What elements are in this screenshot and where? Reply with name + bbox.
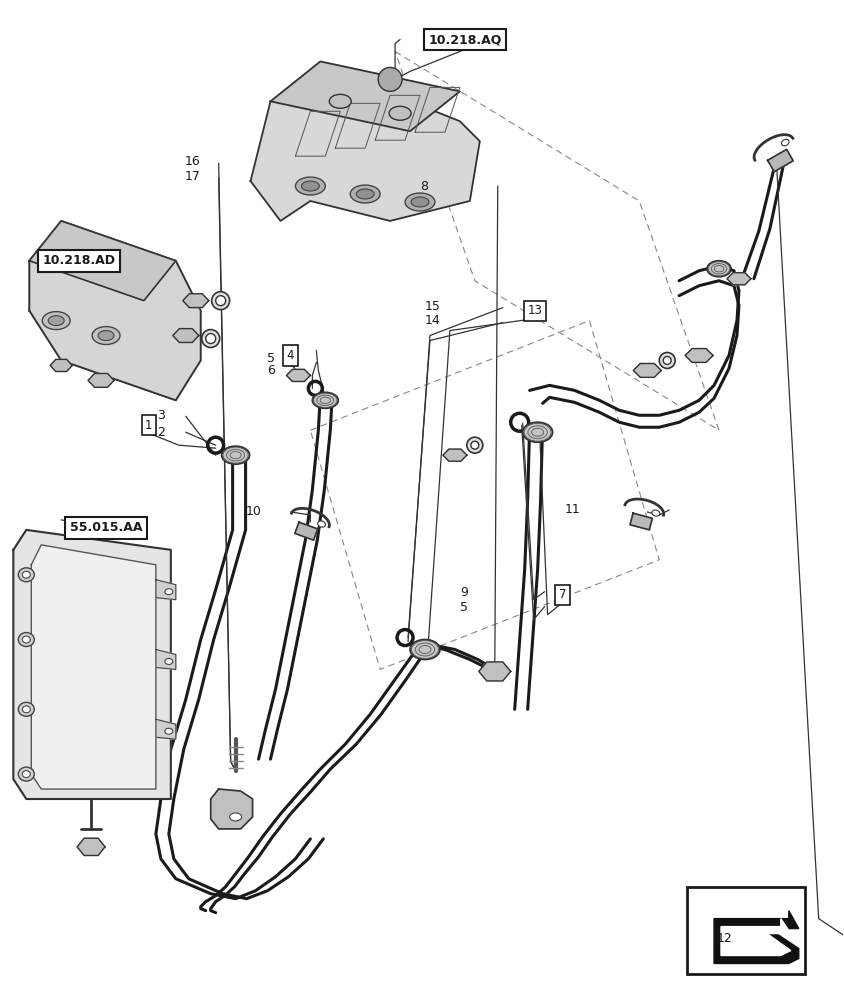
Ellipse shape (42, 312, 70, 330)
Ellipse shape (411, 197, 429, 207)
Text: 17: 17 (185, 170, 201, 183)
Ellipse shape (405, 193, 435, 211)
Ellipse shape (165, 658, 173, 664)
Ellipse shape (652, 510, 660, 516)
Text: 16: 16 (185, 155, 201, 168)
Text: 5: 5 (268, 352, 275, 365)
Ellipse shape (707, 261, 731, 277)
Polygon shape (173, 329, 198, 342)
Polygon shape (727, 273, 751, 285)
Polygon shape (630, 513, 652, 530)
Text: 7: 7 (559, 588, 566, 601)
Ellipse shape (19, 633, 35, 647)
Circle shape (471, 441, 479, 449)
Ellipse shape (350, 185, 380, 203)
Text: 10.218.AQ: 10.218.AQ (428, 33, 501, 46)
Text: 5: 5 (460, 601, 468, 614)
Ellipse shape (22, 771, 30, 778)
Text: 12: 12 (717, 932, 733, 945)
Polygon shape (270, 61, 460, 131)
Polygon shape (77, 838, 105, 855)
Polygon shape (30, 221, 176, 301)
Circle shape (467, 437, 483, 453)
Text: 13: 13 (528, 304, 542, 317)
Ellipse shape (389, 106, 411, 120)
Polygon shape (51, 359, 72, 371)
Ellipse shape (312, 392, 338, 408)
Ellipse shape (19, 702, 35, 716)
Ellipse shape (356, 189, 374, 199)
Ellipse shape (19, 767, 35, 781)
Circle shape (659, 352, 675, 368)
Polygon shape (156, 580, 176, 600)
Circle shape (663, 356, 671, 364)
Polygon shape (183, 294, 208, 308)
Polygon shape (31, 545, 156, 789)
Text: 15: 15 (425, 300, 441, 313)
Polygon shape (295, 522, 317, 540)
Ellipse shape (22, 571, 30, 578)
Ellipse shape (92, 327, 120, 345)
Ellipse shape (329, 94, 351, 108)
Ellipse shape (222, 446, 250, 464)
Polygon shape (768, 149, 793, 172)
Text: 1: 1 (145, 419, 153, 432)
Text: 2: 2 (157, 426, 165, 439)
Ellipse shape (295, 177, 325, 195)
Text: 11: 11 (565, 503, 581, 516)
Polygon shape (156, 650, 176, 669)
Polygon shape (211, 789, 252, 829)
Text: 9: 9 (460, 586, 468, 599)
Polygon shape (633, 364, 661, 377)
Polygon shape (30, 221, 201, 400)
Polygon shape (88, 373, 114, 387)
Ellipse shape (19, 568, 35, 582)
Ellipse shape (165, 728, 173, 734)
Polygon shape (443, 449, 467, 461)
Ellipse shape (48, 316, 64, 326)
Polygon shape (156, 719, 176, 739)
Polygon shape (714, 911, 798, 963)
Ellipse shape (22, 636, 30, 643)
Circle shape (202, 330, 219, 348)
Circle shape (378, 67, 402, 91)
Ellipse shape (301, 181, 319, 191)
Ellipse shape (98, 331, 114, 341)
Polygon shape (479, 662, 511, 681)
Circle shape (212, 292, 230, 310)
Ellipse shape (22, 706, 30, 713)
Text: 4: 4 (287, 349, 295, 362)
Text: 10: 10 (246, 505, 262, 518)
Ellipse shape (410, 640, 440, 659)
Circle shape (216, 296, 225, 306)
Text: 14: 14 (425, 314, 441, 327)
Circle shape (206, 334, 216, 344)
Polygon shape (251, 81, 479, 221)
Ellipse shape (230, 813, 241, 821)
Polygon shape (14, 530, 170, 799)
Text: 10.218.AD: 10.218.AD (43, 254, 116, 267)
Text: 6: 6 (268, 364, 275, 377)
Polygon shape (685, 349, 713, 362)
Ellipse shape (165, 589, 173, 595)
Polygon shape (721, 919, 791, 955)
Text: 55.015.AA: 55.015.AA (70, 521, 143, 534)
Text: 8: 8 (420, 180, 428, 193)
Ellipse shape (522, 422, 553, 442)
Polygon shape (286, 369, 311, 381)
Bar (687, 887, 804, 974)
Ellipse shape (317, 521, 326, 527)
Ellipse shape (782, 139, 789, 146)
Text: 3: 3 (157, 409, 165, 422)
